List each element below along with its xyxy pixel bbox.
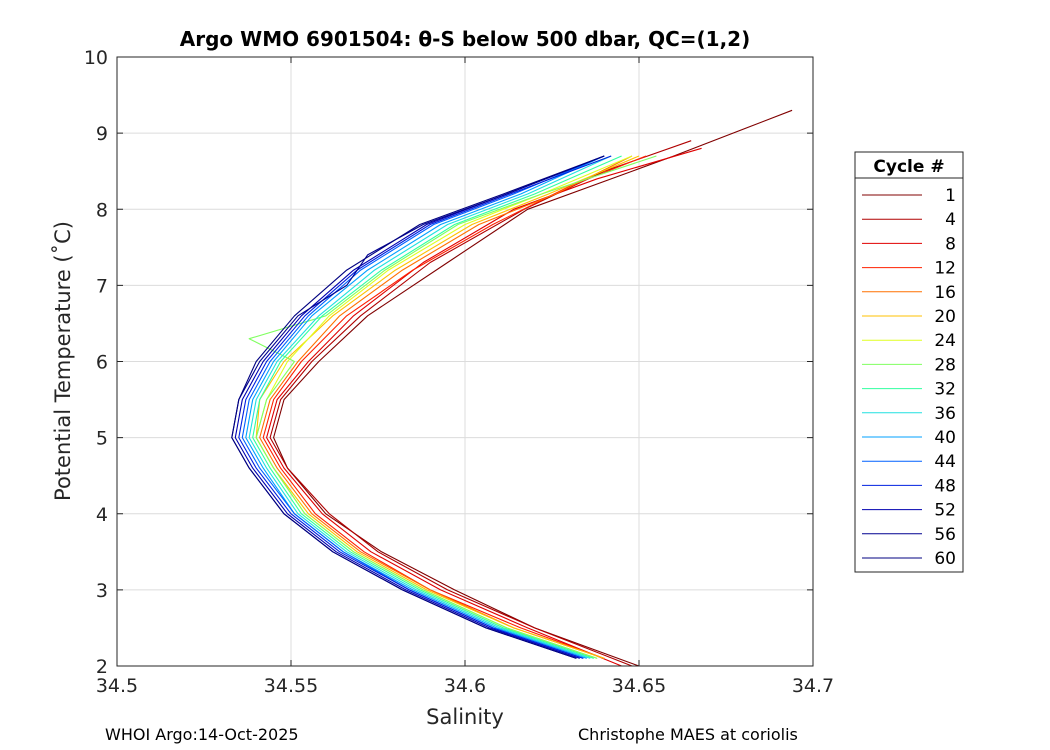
x-tick-label: 34.6 [444, 675, 486, 697]
legend-label-cycle-40: 40 [934, 428, 956, 448]
legend-label-cycle-56: 56 [934, 525, 956, 545]
chart-title: Argo WMO 6901504: θ-S below 500 dbar, QC… [180, 27, 750, 51]
series-line-cycle-8 [266, 147, 702, 667]
series-lines [231, 109, 793, 667]
legend-title: Cycle # [873, 157, 944, 177]
x-tick-label: 34.65 [612, 675, 666, 697]
legend-label-cycle-4: 4 [945, 210, 956, 230]
series-line-cycle-36 [248, 155, 612, 659]
legend-label-cycle-1: 1 [945, 186, 956, 206]
series-line-cycle-40 [245, 155, 605, 659]
series-line-cycle-16 [259, 155, 633, 659]
y-tick-label: 10 [84, 47, 108, 69]
legend-label-cycle-8: 8 [945, 234, 956, 254]
legend-label-cycle-20: 20 [934, 307, 956, 327]
legend-box [854, 151, 964, 573]
y-tick-label: 6 [96, 352, 108, 374]
legend-label-cycle-24: 24 [934, 331, 956, 351]
series-line-cycle-32 [252, 155, 622, 659]
series-line-cycle-48 [238, 155, 612, 659]
legend-label-cycle-12: 12 [934, 259, 956, 279]
y-tick-label: 5 [96, 428, 108, 450]
legend-label-cycle-32: 32 [934, 380, 956, 400]
y-tick-label: 7 [96, 275, 108, 297]
footer-credit: Christophe MAES at coriolis [578, 725, 798, 744]
legend-label-cycle-52: 52 [934, 501, 956, 521]
series-line-cycle-28 [248, 155, 657, 659]
legend-label-cycle-60: 60 [934, 549, 956, 569]
series-line-cycle-52 [234, 155, 605, 659]
series-line-cycle-20 [255, 155, 640, 659]
legend-label-cycle-28: 28 [934, 355, 956, 375]
series-line-cycle-60 [231, 155, 605, 659]
series-line-cycle-4 [269, 140, 692, 667]
x-tick-label: 34.5 [96, 675, 138, 697]
x-tick-label: 34.55 [264, 675, 318, 697]
legend-label-cycle-48: 48 [934, 476, 956, 496]
x-tick-label: 34.7 [792, 675, 834, 697]
legend-label-cycle-36: 36 [934, 404, 956, 424]
y-tick-label: 8 [96, 199, 108, 221]
y-tick-label: 2 [96, 656, 108, 678]
legend-label-cycle-44: 44 [934, 452, 956, 472]
ticks: 34.5 34.55 34.6 34.65 34.7 2 3 4 5 6 7 8 9 10 [84, 47, 834, 697]
y-tick-label: 9 [96, 123, 108, 145]
x-axis-label: Salinity [426, 705, 504, 729]
footer-source: WHOI Argo:14-Oct-2025 [105, 725, 299, 744]
y-axis-label: Potential Temperature (˚C) [51, 221, 75, 501]
y-tick-label: 4 [96, 504, 108, 526]
y-tick-label: 3 [96, 580, 108, 602]
legend-label-cycle-16: 16 [934, 283, 956, 303]
series-line-cycle-1 [273, 109, 793, 667]
